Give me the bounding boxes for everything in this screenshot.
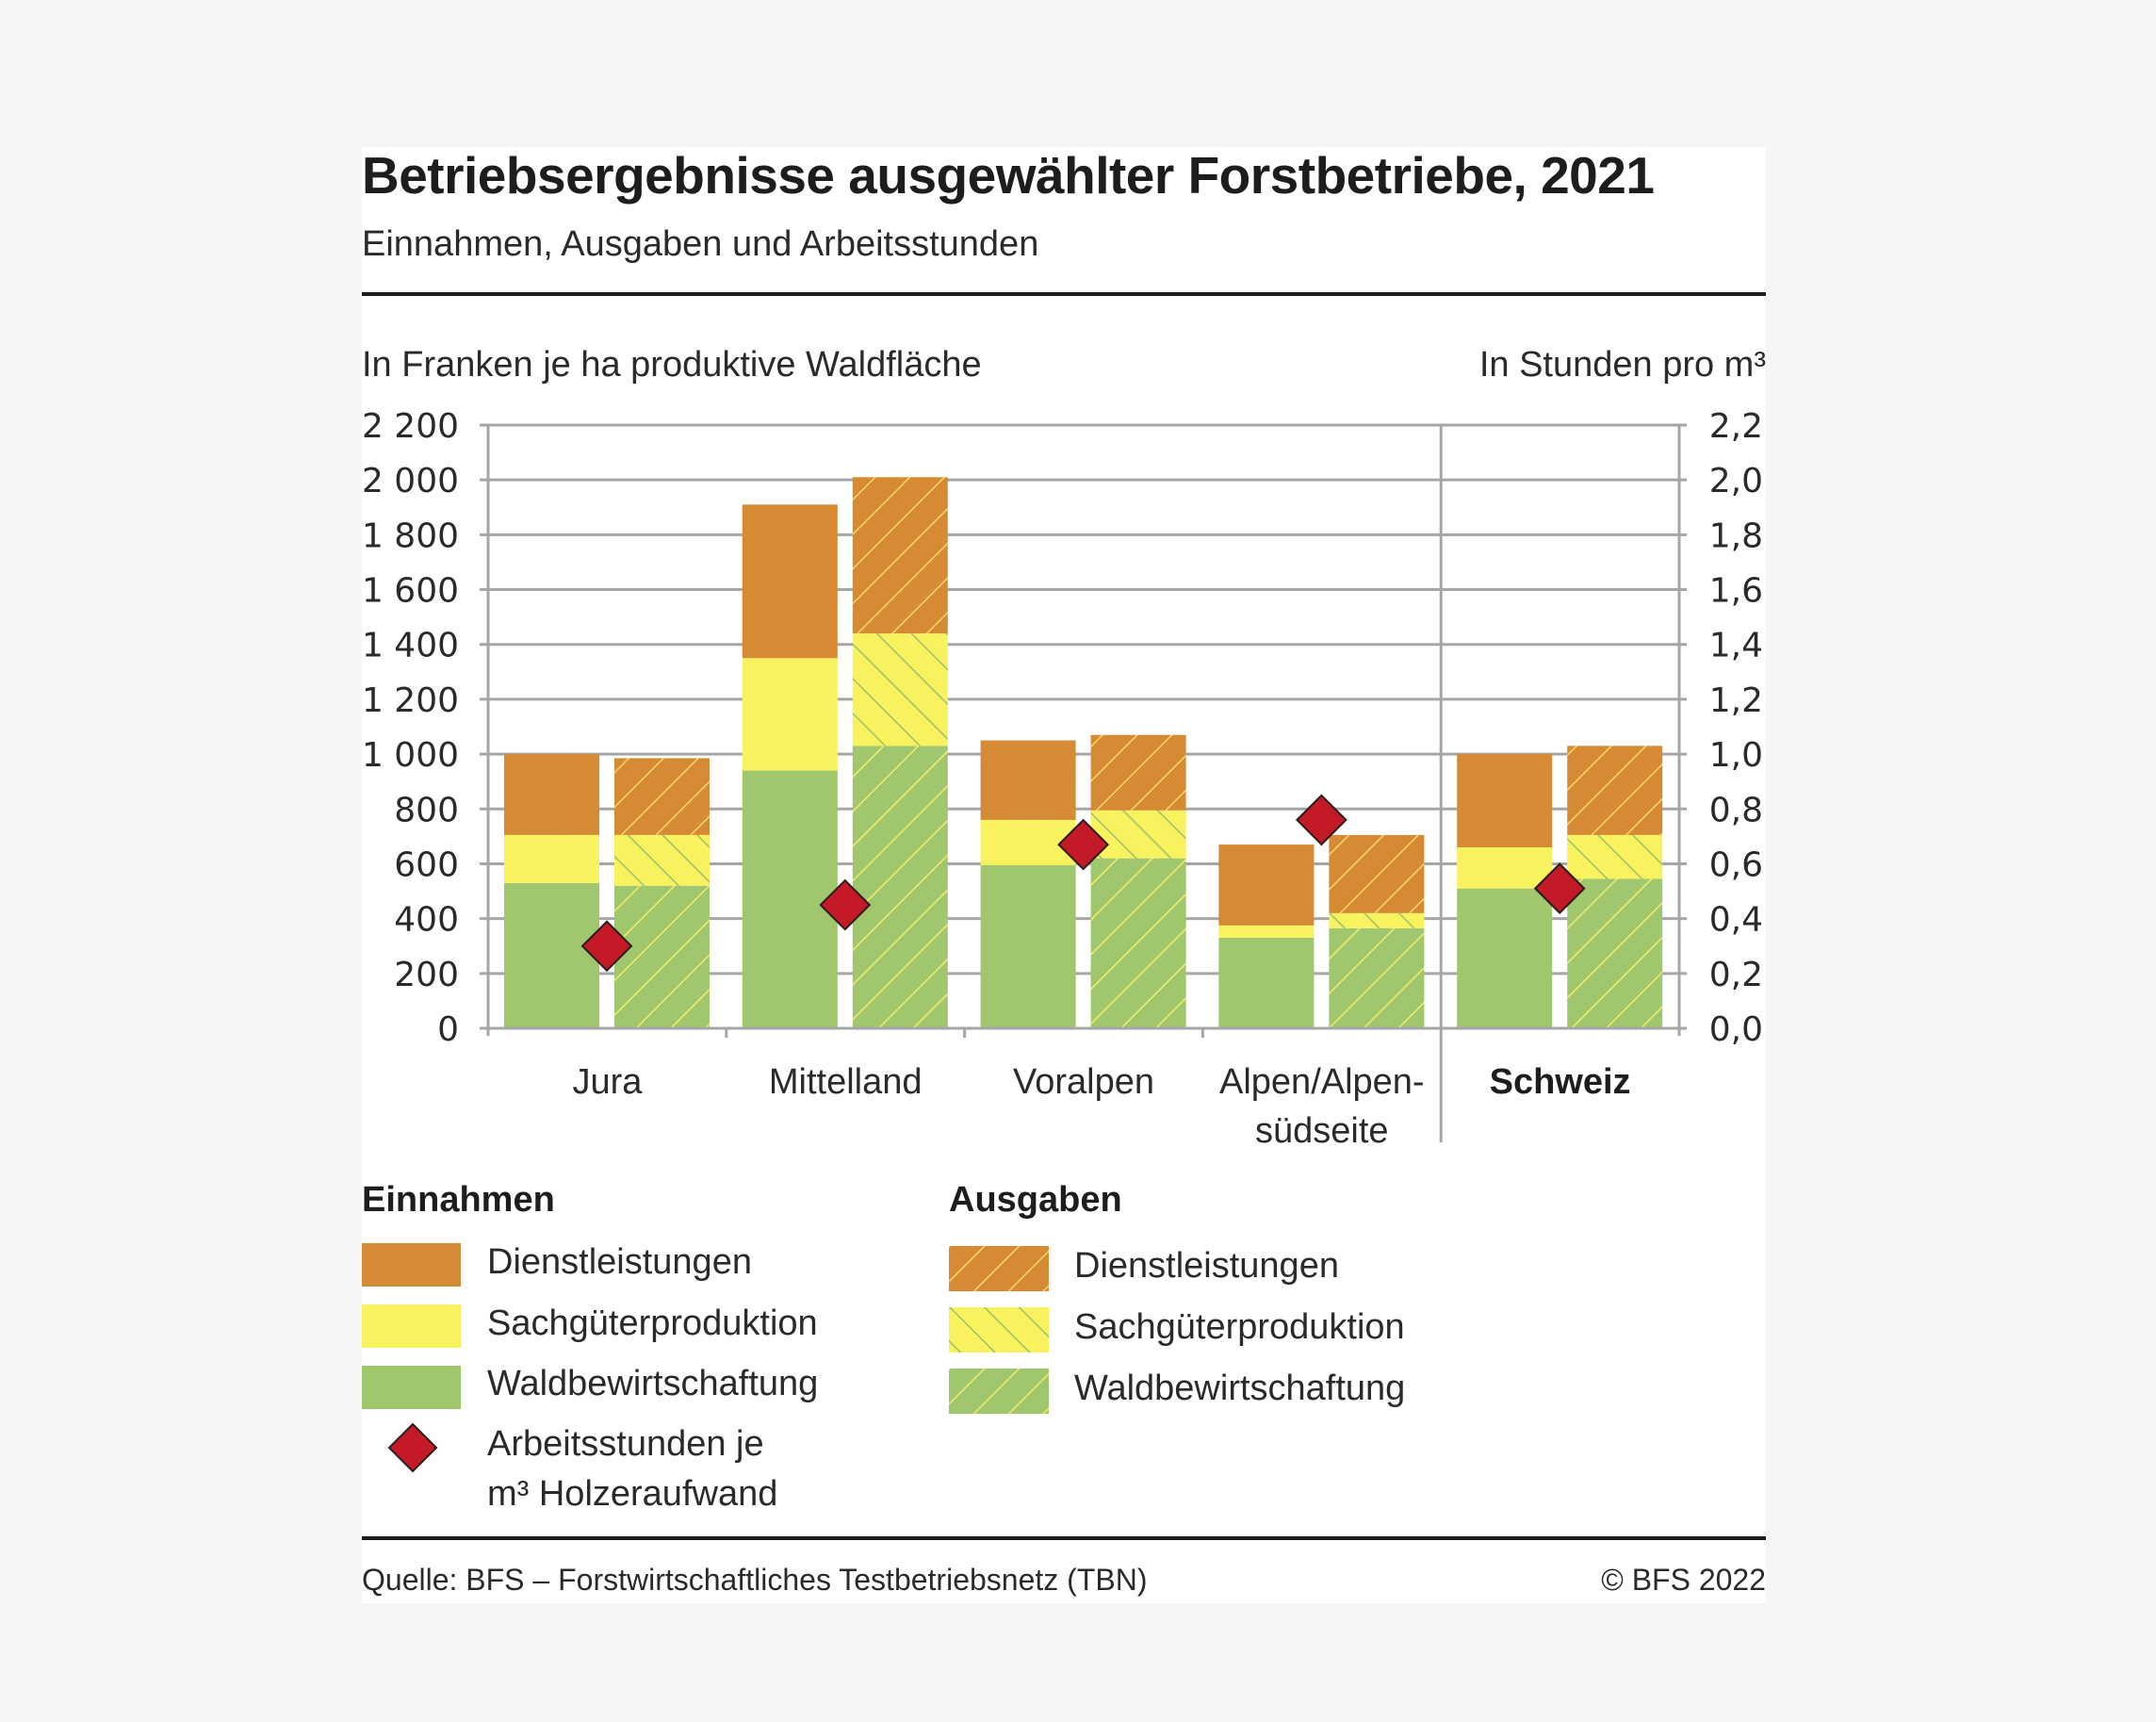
bar-layer	[504, 477, 1663, 1028]
bar-segment-ausgaben-dienstleistungen	[852, 477, 948, 634]
bar-segment-einnahmen-dienstleistungen	[980, 740, 1076, 820]
y-tick-label: 200	[394, 956, 459, 994]
legend-swatch-einnahmen-sachgueter	[362, 1304, 461, 1348]
y2-tick-label: 0,4	[1709, 901, 1763, 940]
arbeitsstunden-marker	[1295, 794, 1348, 846]
legend-label-einnahmen-sachgueter: Sachgüterproduktion	[487, 1304, 818, 1343]
y-tick-label: 1 200	[362, 681, 459, 720]
y-tick-label: 1 400	[362, 627, 459, 665]
bar-segment-einnahmen-waldbewirtschaftung	[980, 864, 1076, 1028]
marker-layer	[580, 794, 1586, 973]
y2-tick-label: 1,6	[1709, 572, 1763, 611]
bar-segment-einnahmen-dienstleistungen	[1218, 845, 1315, 926]
legend-label-ausgaben-sachgueter: Sachgüterproduktion	[1074, 1307, 1405, 1347]
legend-swatch-ausgaben-sachgueter	[949, 1307, 1049, 1353]
y2-tick-label: 0,6	[1709, 845, 1763, 884]
legend-label-arbeitsstunden-line1: Arbeitsstunden je	[487, 1424, 764, 1464]
bar-segment-einnahmen-waldbewirtschaftung	[504, 882, 599, 1028]
bar-segment-einnahmen-sachgueterproduktion	[504, 834, 599, 883]
axis-layer	[480, 425, 1687, 1142]
legend-heading-ausgaben: Ausgaben	[949, 1180, 1122, 1220]
legend-diamond-icon	[387, 1422, 438, 1473]
label-layer: 0 200 400 600 800 1 000 1 200 1 400 1 600 1 800 2 …	[362, 407, 1763, 1151]
bar-segment-ausgaben-dienstleistungen	[1567, 746, 1663, 835]
bar-segment-einnahmen-sachgueterproduktion	[1457, 847, 1553, 889]
x-category-label: Voralpen	[1013, 1062, 1154, 1102]
legend-swatch-ausgaben-dienstleistungen	[949, 1246, 1049, 1291]
y2-tick-label: 2,2	[1709, 407, 1763, 446]
y2-axis-title: In Stunden pro m³	[1478, 345, 1766, 385]
bar-segment-ausgaben-dienstleistungen	[1329, 834, 1425, 913]
legend-heading-einnahmen: Einnahmen	[362, 1180, 555, 1220]
y-tick-label: 800	[394, 791, 459, 829]
y-tick-label: 2 000	[362, 462, 459, 500]
legend-label-ausgaben-wald: Waldbewirtschaftung	[1074, 1369, 1406, 1408]
legend-label-einnahmen-dienstleistungen: Dienstleistungen	[487, 1242, 752, 1282]
arbeitsstunden-marker	[1057, 818, 1110, 871]
legend-label-arbeitsstunden-line2: m³ Holzeraufwand	[487, 1474, 778, 1514]
bar-segment-ausgaben-waldbewirtschaftung	[852, 746, 948, 1028]
y-tick-label: 2 200	[362, 407, 459, 446]
bar-segment-einnahmen-dienstleistungen	[742, 504, 838, 659]
y2-tick-label: 1,2	[1709, 681, 1763, 720]
bar-segment-einnahmen-waldbewirtschaftung	[1457, 888, 1553, 1028]
y2-tick-label: 1,0	[1709, 736, 1763, 775]
bar-segment-ausgaben-waldbewirtschaftung	[614, 885, 710, 1028]
bar-segment-einnahmen-dienstleistungen	[1457, 754, 1553, 847]
y-tick-label: 600	[394, 845, 459, 884]
y2-tick-label: 0,8	[1709, 791, 1763, 829]
x-category-label: südseite	[1255, 1111, 1389, 1151]
y-tick-label: 1 800	[362, 517, 459, 555]
bar-segment-einnahmen-waldbewirtschaftung	[1218, 938, 1315, 1028]
bar-segment-ausgaben-waldbewirtschaftung	[1567, 878, 1663, 1028]
legend-swatch-einnahmen-wald	[362, 1366, 461, 1409]
x-category-label: Alpen/Alpen-	[1219, 1062, 1425, 1102]
legend-label-einnahmen-wald: Waldbewirtschaftung	[487, 1364, 819, 1403]
y-tick-label: 1 600	[362, 572, 459, 611]
header-rule	[362, 292, 1766, 296]
bar-segment-einnahmen-sachgueterproduktion	[742, 658, 838, 771]
y-tick-label: 0	[437, 1010, 459, 1049]
bar-segment-ausgaben-sachgueterproduktion	[1329, 912, 1425, 928]
x-category-label: Schweiz	[1490, 1062, 1631, 1102]
y2-tick-label: 0,2	[1709, 956, 1763, 994]
chart-subtitle: Einnahmen, Ausgaben und Arbeitsstunden	[362, 224, 1039, 264]
arbeitsstunden-marker	[580, 920, 633, 973]
source-note: Quelle: BFS – Forstwirtschaftliches Test…	[362, 1563, 1148, 1597]
y2-tick-label: 2,0	[1709, 462, 1763, 500]
bar-segment-ausgaben-waldbewirtschaftung	[1329, 927, 1425, 1028]
bar-segment-einnahmen-waldbewirtschaftung	[742, 770, 838, 1028]
bar-segment-ausgaben-sachgueterproduktion	[1567, 834, 1663, 879]
x-category-label: Mittelland	[769, 1062, 923, 1102]
bar-segment-ausgaben-sachgueterproduktion	[1090, 810, 1186, 859]
bar-segment-ausgaben-waldbewirtschaftung	[1090, 858, 1186, 1028]
footer-rule	[362, 1536, 1766, 1540]
y-tick-label: 1 000	[362, 736, 459, 775]
y2-tick-label: 0,0	[1709, 1010, 1763, 1049]
bar-segment-ausgaben-dienstleistungen	[1090, 734, 1186, 811]
legend-label-ausgaben-dienstleistungen: Dienstleistungen	[1074, 1246, 1339, 1286]
legend-swatch-ausgaben-wald	[949, 1369, 1049, 1414]
y-tick-label: 400	[394, 901, 459, 940]
bar-segment-einnahmen-dienstleistungen	[504, 754, 599, 835]
arbeitsstunden-marker	[1533, 862, 1586, 915]
chart-title: Betriebsergebnisse ausgewählter Forstbet…	[362, 146, 1655, 205]
bar-segment-ausgaben-sachgueterproduktion	[852, 633, 948, 746]
bar-segment-ausgaben-sachgueterproduktion	[614, 834, 710, 886]
y2-tick-label: 1,4	[1709, 627, 1763, 665]
y-axis-title: In Franken je ha produktive Waldfläche	[362, 345, 982, 385]
bar-segment-einnahmen-sachgueterproduktion	[1218, 925, 1315, 938]
x-category-label: Jura	[572, 1062, 643, 1102]
arbeitsstunden-marker	[819, 878, 872, 931]
y2-tick-label: 1,8	[1709, 517, 1763, 555]
copyright-note: © BFS 2022	[1601, 1563, 1766, 1597]
bar-segment-ausgaben-dienstleistungen	[614, 758, 710, 835]
legend-swatch-einnahmen-dienstleistungen	[362, 1243, 461, 1287]
